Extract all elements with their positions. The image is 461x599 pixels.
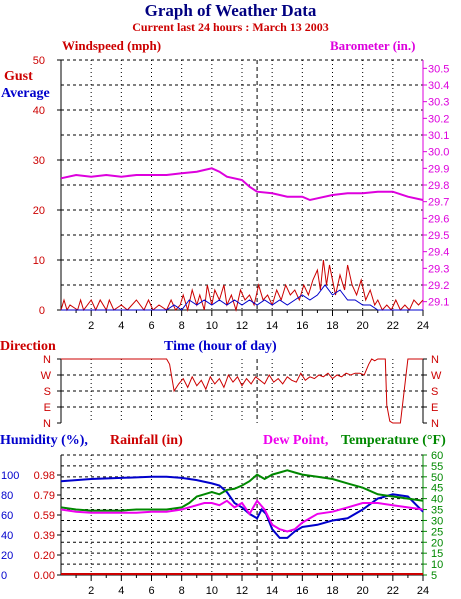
humidity-tick-label: 100 [1,470,19,482]
series-line-dew-point [60,499,424,533]
humidity-tick-label: 20 [1,550,13,562]
temp-tick-label: 45 [431,483,443,495]
direction-label: Direction [0,339,56,354]
baro-y-tick-label: 29.9 [428,163,449,175]
wind-y-tick-label: 10 [33,255,45,267]
x-tick-label: 2 [88,320,94,332]
bottom-x-tick-label: 24 [417,585,429,597]
x-tick-label: 8 [179,320,185,332]
temp-tick-label: 25 [431,526,443,538]
direction-tick-label-right: N [431,418,439,430]
wind-y-tick-label: 40 [33,105,45,117]
series-line-average [61,284,423,311]
bottom-x-tick-label: 22 [387,585,399,597]
rain-tick-label: 0.39 [34,530,55,542]
bottom-x-tick-label: 6 [148,585,154,597]
series-line-temperature [60,469,424,512]
baro-y-tick-label: 29.8 [428,180,449,192]
temp-tick-label: 20 [431,537,443,549]
direction-tick-label-right: W [431,370,442,382]
windspeed-axis-title: Windspeed (mph) [62,38,161,53]
x-tick-label: 10 [206,320,218,332]
x-tick-label: 14 [266,320,278,332]
rain-tick-label: 0.79 [34,490,55,502]
wind-y-tick-label: 0 [39,305,45,317]
baro-y-tick-label: 29.5 [428,230,449,242]
rain-tick-label: 0.59 [34,510,55,522]
x-axis-title: Time (hour of day) [164,339,277,354]
baro-y-tick-label: 30.3 [428,97,449,109]
wind-y-tick-label: 50 [33,55,45,67]
temp-tick-label: 10 [431,559,443,571]
baro-y-tick-label: 29.3 [428,263,449,275]
direction-tick-label-right: S [431,386,438,398]
x-tick-label: 6 [148,320,154,332]
humidity-tick-label: 80 [1,490,13,502]
temp-tick-label: 15 [431,548,443,560]
rainfall-axis-title: Rainfall (in) [110,433,183,448]
direction-tick-label-left: W [41,370,52,382]
series-line-humidity [60,475,424,539]
bottom-x-tick-label: 8 [179,585,185,597]
temp-tick-label: 30 [431,515,443,527]
temp-tick-label: 5 [431,570,437,582]
rain-tick-label: 0.00 [34,570,55,582]
direction-tick-label-left: N [43,418,51,430]
x-tick-label: 24 [417,320,429,332]
direction-tick-label-right: E [431,402,438,414]
barometer-axis-title: Barometer (in.) [330,38,415,53]
baro-y-tick-label: 29.1 [428,297,449,309]
bottom-x-tick-label: 4 [118,585,124,597]
baro-y-tick-label: 30.1 [428,130,449,142]
series-line-direction [61,358,423,424]
baro-y-tick-label: 29.7 [428,197,449,209]
bottom-x-tick-label: 12 [236,585,248,597]
temp-tick-label: 55 [431,461,443,473]
bottom-x-tick-label: 10 [206,585,218,597]
humidity-tick-label: 0 [1,570,7,582]
series-line-gust [60,259,424,312]
bottom-x-tick-label: 16 [296,585,308,597]
humidity-tick-label: 60 [1,510,13,522]
baro-y-tick-label: 29.2 [428,280,449,292]
wind-y-tick-label: 20 [33,205,45,217]
page-subtitle: Current last 24 hours : March 13 2003 [132,20,329,34]
legend-average: Average [1,86,50,101]
dewpoint-axis-title: Dew Point, [263,433,328,448]
legend-gust: Gust [4,69,33,84]
temp-tick-label: 60 [431,450,443,462]
rain-tick-label: 0.20 [34,550,55,562]
humidity-tick-label: 40 [1,530,13,542]
baro-y-tick-label: 30.0 [428,147,449,159]
x-tick-label: 18 [326,320,338,332]
x-tick-label: 22 [387,320,399,332]
temp-tick-label: 35 [431,505,443,517]
bottom-x-tick-label: 20 [357,585,369,597]
temp-tick-label: 50 [431,472,443,484]
baro-y-tick-label: 29.4 [428,247,449,259]
baro-y-tick-label: 30.4 [428,80,449,92]
baro-y-tick-label: 30.2 [428,113,449,125]
bottom-x-tick-label: 18 [326,585,338,597]
humidity-axis-title: Humidity (%), [0,433,88,448]
page-title: Graph of Weather Data [144,1,317,20]
x-tick-label: 20 [357,320,369,332]
x-tick-label: 12 [236,320,248,332]
wind-y-tick-label: 30 [33,155,45,167]
bottom-x-tick-label: 14 [266,585,278,597]
x-tick-label: 4 [118,320,124,332]
bottom-x-tick-label: 2 [88,585,94,597]
direction-tick-label-left: N [43,354,51,366]
baro-y-tick-label: 29.6 [428,213,449,225]
baro-y-tick-label: 30.5 [428,63,449,75]
temperature-axis-title: Temperature (°F) [341,433,446,448]
direction-tick-label-left: S [44,386,51,398]
temp-tick-label: 40 [431,494,443,506]
x-tick-label: 16 [296,320,308,332]
rain-tick-label: 0.98 [34,470,55,482]
series-line-barometer [60,167,424,202]
direction-tick-label-left: E [44,402,51,414]
direction-tick-label-right: N [431,354,439,366]
